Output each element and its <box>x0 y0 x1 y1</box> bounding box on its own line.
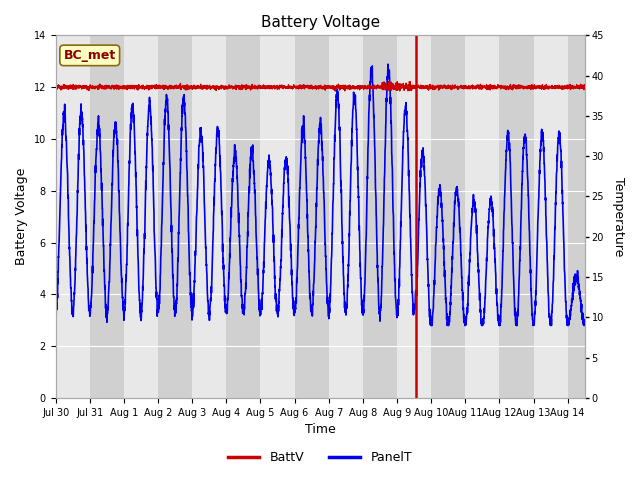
Text: BC_met: BC_met <box>63 49 116 62</box>
Title: Battery Voltage: Battery Voltage <box>260 15 380 30</box>
Bar <box>294 36 329 398</box>
Y-axis label: Battery Voltage: Battery Voltage <box>15 168 28 265</box>
Bar <box>56 36 90 398</box>
Legend: BattV, PanelT: BattV, PanelT <box>223 446 417 469</box>
Bar <box>90 36 124 398</box>
Y-axis label: Temperature: Temperature <box>612 177 625 256</box>
Bar <box>465 36 499 398</box>
Bar <box>363 36 397 398</box>
Bar <box>260 36 294 398</box>
Bar <box>192 36 227 398</box>
Bar <box>329 36 363 398</box>
Bar <box>227 36 260 398</box>
Bar <box>534 36 568 398</box>
Bar <box>431 36 465 398</box>
Bar <box>397 36 431 398</box>
X-axis label: Time: Time <box>305 423 335 436</box>
Bar <box>499 36 534 398</box>
Bar <box>158 36 192 398</box>
Bar <box>568 36 602 398</box>
Bar <box>124 36 158 398</box>
